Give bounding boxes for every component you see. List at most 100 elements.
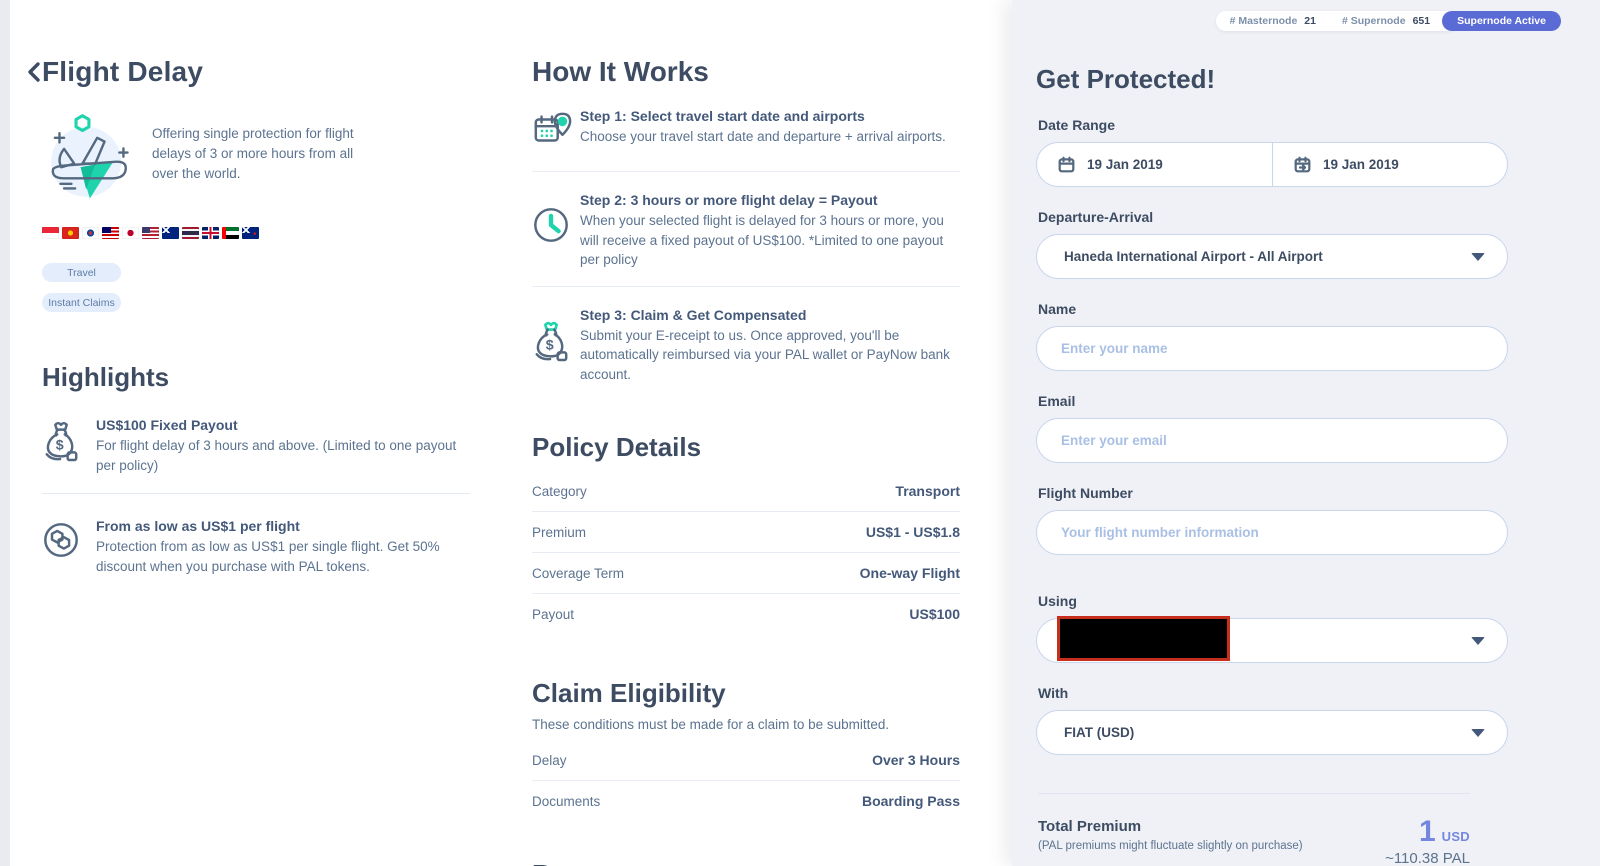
vietnam-flag-icon bbox=[62, 226, 79, 239]
table-row: Category Transport bbox=[532, 471, 960, 512]
step-text: Choose your travel start date and depart… bbox=[580, 129, 946, 144]
policy-details-table: Category Transport Premium US$1 - US$1.8… bbox=[532, 471, 960, 634]
flight-number-label: Flight Number bbox=[1038, 485, 1133, 501]
supernode-label: # Supernode bbox=[1341, 15, 1406, 27]
policy-details-title: Policy Details bbox=[532, 432, 702, 462]
south-korea-flag-icon bbox=[82, 226, 99, 239]
start-date-picker[interactable]: 19 Jan 2019 bbox=[1037, 143, 1272, 186]
masternode-count: 21 bbox=[1304, 15, 1316, 27]
step-item: Step 2: 3 hours or more flight delay = P… bbox=[532, 192, 960, 270]
row-value: Transport bbox=[895, 483, 960, 499]
table-row: Premium US$1 - US$1.8 bbox=[532, 512, 960, 553]
row-label: Delay bbox=[532, 752, 567, 768]
step-title: Step 3: Claim & Get Compensated bbox=[580, 306, 807, 323]
step-body: Step 3: Claim & Get Compensated Submit y… bbox=[580, 307, 960, 385]
departure-arrival-value: Haneda International Airport - All Airpo… bbox=[1064, 249, 1323, 264]
row-value: US$1 - US$1.8 bbox=[865, 524, 960, 540]
departure-arrival-label: Departure-Arrival bbox=[1038, 209, 1154, 225]
claim-eligibility-title: Claim Eligibility bbox=[532, 678, 726, 708]
flight-number-input[interactable] bbox=[1036, 510, 1508, 555]
table-row: Delay Over 3 Hours bbox=[532, 740, 960, 781]
total-premium-note: (PAL premiums might fluctuate slightly o… bbox=[1038, 840, 1303, 852]
total-premium-labels: Total Premium (PAL premiums might fluctu… bbox=[1038, 818, 1303, 866]
row-label: Coverage Term bbox=[532, 565, 625, 581]
product-intro: Offering single protection for flight de… bbox=[42, 110, 482, 208]
end-date-picker[interactable]: 19 Jan 2019 bbox=[1272, 143, 1507, 186]
airplane-illustration-icon bbox=[42, 110, 134, 208]
step-text: Submit your E-receipt to us. Once approv… bbox=[580, 327, 950, 382]
chevron-down-icon bbox=[1471, 252, 1485, 261]
date-range-field: 19 Jan 2019 19 Jan 2019 bbox=[1036, 142, 1508, 187]
highlights-title: Highlights bbox=[42, 362, 170, 392]
japan-flag-icon bbox=[122, 226, 139, 239]
table-row: Documents Boarding Pass bbox=[532, 781, 960, 821]
claim-eligibility-table: Delay Over 3 Hours Documents Boarding Pa… bbox=[532, 740, 960, 821]
row-value: Over 3 Hours bbox=[872, 752, 960, 768]
highlight-body: From as low as US$1 per flight Protectio… bbox=[96, 518, 468, 576]
highlight-item: From as low as US$1 per flight Protectio… bbox=[42, 518, 482, 576]
chevron-left-icon bbox=[28, 62, 40, 82]
departure-arrival-select[interactable]: Haneda International Airport - All Airpo… bbox=[1036, 234, 1508, 279]
name-label: Name bbox=[1038, 301, 1077, 317]
divider bbox=[42, 493, 470, 494]
email-label: Email bbox=[1038, 393, 1076, 409]
row-label: Documents bbox=[532, 793, 601, 809]
row-value: US$100 bbox=[909, 606, 960, 622]
country-flags bbox=[42, 226, 482, 239]
highlight-text: Protection from as low as US$1 per singl… bbox=[96, 539, 440, 574]
start-date-value: 19 Jan 2019 bbox=[1087, 157, 1163, 172]
back-button[interactable] bbox=[22, 60, 48, 86]
svg-text:$: $ bbox=[546, 337, 554, 353]
highlight-item: $ US$100 Fixed Payout For flight delay o… bbox=[42, 417, 482, 475]
premium-currency: USD bbox=[1441, 829, 1470, 844]
end-date-value: 19 Jan 2019 bbox=[1323, 157, 1399, 172]
calendar-forward-icon bbox=[1294, 156, 1311, 173]
singapore-flag-icon bbox=[42, 226, 59, 239]
premium-amount: 1 bbox=[1418, 815, 1436, 848]
money-bag-icon: $ bbox=[42, 417, 82, 475]
united-kingdom-flag-icon bbox=[202, 226, 219, 239]
step-title: Step 1: Select travel start date and air… bbox=[580, 108, 865, 124]
tag-travel: Travel bbox=[42, 263, 121, 282]
row-label: Category bbox=[532, 483, 587, 499]
page-scrollbar-gutter bbox=[0, 0, 10, 866]
masternode-label: # Masternode bbox=[1229, 15, 1298, 27]
clock-icon bbox=[532, 192, 572, 270]
row-label: Premium bbox=[532, 524, 587, 540]
calendar-pin-icon bbox=[532, 108, 572, 155]
step-item: $ Step 3: Claim & Get Compensated Submit… bbox=[532, 307, 960, 385]
name-input[interactable] bbox=[1036, 326, 1508, 371]
usa-flag-icon bbox=[142, 226, 159, 239]
divider bbox=[1038, 793, 1470, 794]
with-value: FIAT (USD) bbox=[1064, 725, 1135, 740]
chevron-down-icon bbox=[1471, 636, 1485, 645]
australia-flag-icon bbox=[162, 226, 179, 239]
date-range-label: Date Range bbox=[1038, 117, 1116, 133]
step-text: When your selected flight is delayed for… bbox=[580, 213, 944, 267]
row-value: One-way Flight bbox=[859, 565, 960, 581]
product-description: Offering single protection for flight de… bbox=[152, 126, 354, 181]
email-input[interactable] bbox=[1036, 418, 1508, 463]
product-overview-panel: Flight Delay Offering single protection … bbox=[10, 0, 518, 866]
using-select[interactable] bbox=[1036, 616, 1508, 663]
step-item: Step 1: Select travel start date and air… bbox=[532, 108, 960, 155]
table-row: Coverage Term One-way Flight bbox=[532, 553, 960, 594]
page-title: Flight Delay bbox=[42, 56, 204, 87]
total-premium-row: Total Premium (PAL premiums might fluctu… bbox=[1038, 815, 1470, 866]
product-details-panel: How It Works Step 1: Select travel start… bbox=[532, 0, 960, 866]
with-select[interactable]: FIAT (USD) bbox=[1036, 710, 1508, 755]
supernode-active-badge: Supernode Active bbox=[1442, 11, 1561, 31]
divider bbox=[532, 285, 960, 287]
row-label: Payout bbox=[532, 606, 575, 622]
thailand-flag-icon bbox=[182, 226, 199, 239]
total-premium-usd: 1 USD bbox=[1385, 815, 1470, 848]
step-title: Step 2: 3 hours or more flight delay = P… bbox=[580, 192, 878, 208]
using-label: Using bbox=[1038, 593, 1077, 609]
total-premium-amounts: 1 USD ~110.38 PAL bbox=[1385, 815, 1470, 866]
new-zealand-flag-icon bbox=[242, 226, 259, 239]
premium-pal-amount: ~110.38 PAL bbox=[1385, 850, 1470, 866]
redaction-overlay bbox=[1057, 616, 1230, 661]
product-tags: Travel Instant Claims bbox=[42, 263, 482, 312]
claim-eligibility-subtitle: These conditions must be made for a clai… bbox=[532, 717, 890, 732]
